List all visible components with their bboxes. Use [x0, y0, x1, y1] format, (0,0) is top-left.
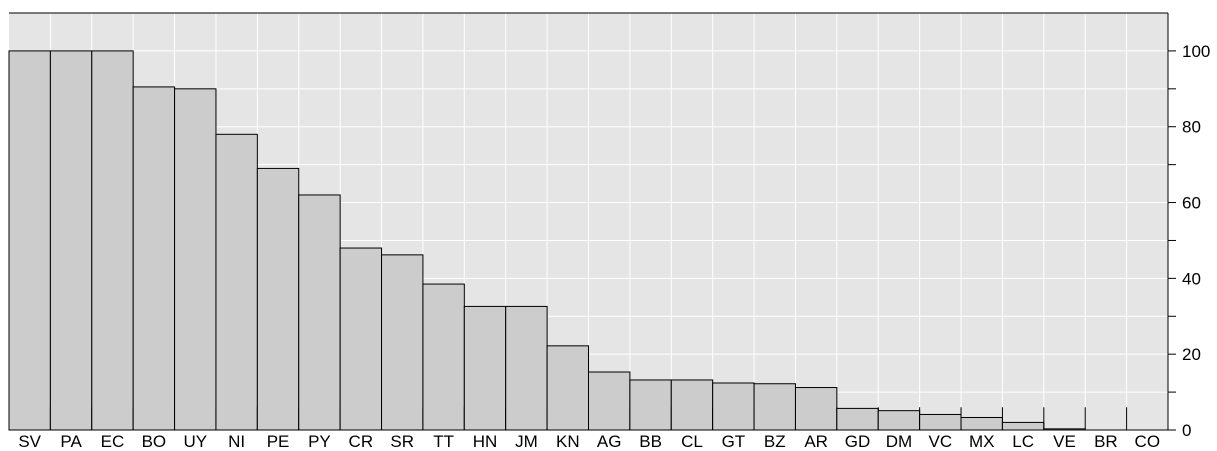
x-tick-label-br: BR — [1094, 432, 1118, 451]
bar-vc — [919, 413, 962, 431]
bars — [8, 50, 1169, 431]
x-tick-label-sv: SV — [18, 432, 41, 451]
bar-mx — [960, 416, 1003, 431]
x-tick-label-ar: AR — [804, 432, 828, 451]
x-tick-label-sr: SR — [390, 432, 414, 451]
bar-gd — [836, 407, 879, 431]
x-tick-label-co: CO — [1135, 432, 1161, 451]
x-tick-label-ag: AG — [597, 432, 622, 451]
bar-pa — [49, 50, 93, 431]
bar-cr — [339, 247, 383, 431]
x-tick-label-bb: BB — [639, 432, 662, 451]
bar-kn — [546, 345, 589, 431]
x-tick-label-cl: CL — [681, 432, 703, 451]
y-tick-label: 100 — [1182, 42, 1210, 61]
x-tick-label-ec: EC — [101, 432, 125, 451]
bar-py — [298, 194, 341, 431]
x-tick-label-uy: UY — [183, 432, 207, 451]
x-tick-label-hn: HN — [473, 432, 498, 451]
bar-sv — [8, 50, 51, 431]
bar-cl — [670, 379, 714, 431]
x-axis-labels: SV PA EC BO UY NI PE PY CR SR TT HN JM KN AG BB CL GT BZ AR… — [18, 432, 1160, 451]
x-tick-label-dm: DM — [886, 432, 912, 451]
bar-uy — [174, 88, 217, 431]
x-tick-label-vc: VC — [929, 432, 953, 451]
bar-lc — [1001, 421, 1045, 431]
x-tick-label-ni: NI — [228, 432, 245, 451]
x-tick-label-py: PY — [308, 432, 331, 451]
bar-jm — [505, 305, 548, 431]
x-tick-label-bz: BZ — [764, 432, 786, 451]
x-tick-label-gd: GD — [845, 432, 871, 451]
y-tick-label: 60 — [1182, 194, 1201, 213]
bar-ag — [588, 371, 631, 431]
bar-hn — [463, 305, 507, 431]
x-tick-label-ve: VE — [1053, 432, 1076, 451]
bar-tt — [422, 283, 465, 431]
x-tick-label-bo: BO — [142, 432, 167, 451]
y-tick-label: 80 — [1182, 118, 1201, 137]
bar-bz — [753, 383, 796, 431]
x-tick-label-mx: MX — [969, 432, 995, 451]
bar-ar — [794, 387, 838, 431]
bar-dm — [877, 410, 921, 431]
x-tick-label-pe: PE — [267, 432, 290, 451]
x-tick-label-tt: TT — [433, 432, 454, 451]
x-tick-label-cr: CR — [349, 432, 374, 451]
bar-bb — [629, 379, 672, 431]
bar-pe — [256, 167, 300, 431]
y-tick-label: 0 — [1182, 421, 1191, 440]
x-tick-label-jm: JM — [515, 432, 538, 451]
bar-ec — [91, 50, 134, 431]
x-tick-label-lc: LC — [1012, 432, 1034, 451]
x-tick-label-kn: KN — [556, 432, 580, 451]
y-tick-label: 20 — [1182, 345, 1201, 364]
x-tick-label-pa: PA — [60, 432, 82, 451]
y-tick-label: 40 — [1182, 269, 1201, 288]
bar-gt — [712, 382, 755, 431]
bar-ni — [215, 133, 258, 431]
y-axis-ticks: 0 20 40 60 80 100 — [1168, 42, 1210, 440]
bar-sr — [381, 254, 424, 431]
x-tick-label-gt: GT — [722, 432, 746, 451]
bar-bo — [132, 86, 176, 431]
